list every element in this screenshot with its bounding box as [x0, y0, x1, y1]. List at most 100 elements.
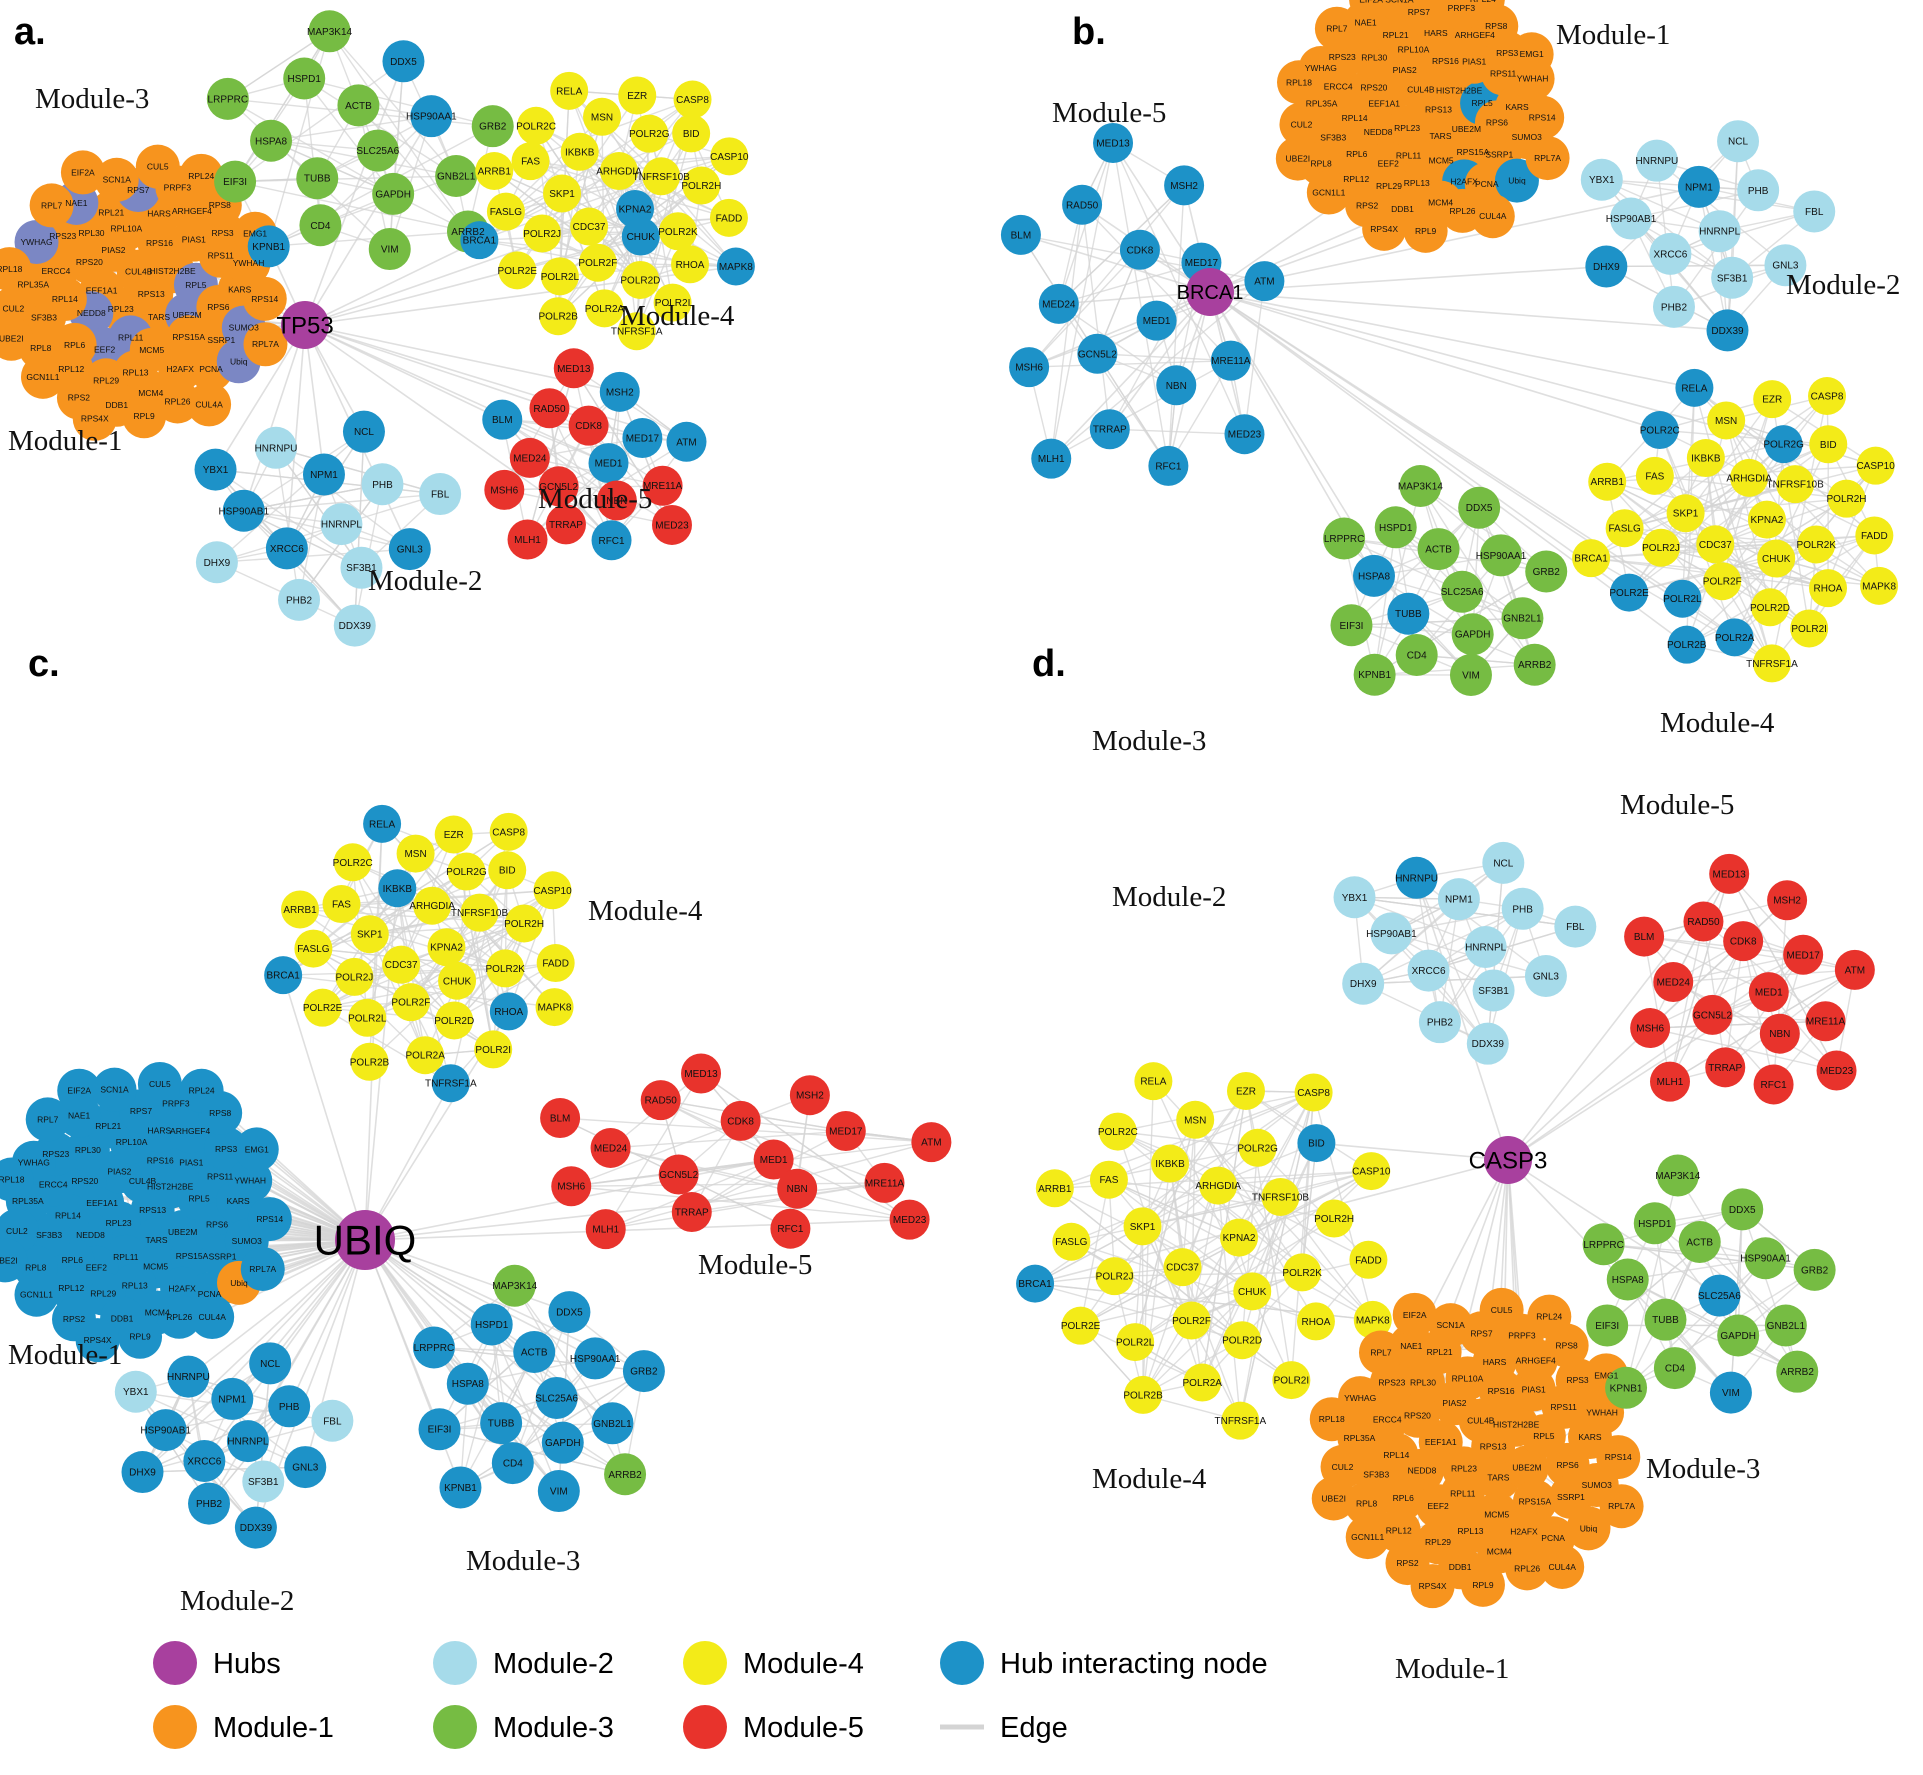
node-label-EEF2: EEF2 [86, 1263, 108, 1273]
node-label-RPL18: RPL18 [1319, 1414, 1345, 1424]
node-label-CUL2: CUL2 [2, 304, 24, 314]
node-PHB [268, 1385, 311, 1428]
node-MAPK8 [1353, 1300, 1392, 1339]
node-label-CHUK: CHUK [1238, 1287, 1267, 1298]
node-label-ARHGDIA: ARHGDIA [409, 901, 455, 912]
node-RPL7A [1525, 136, 1570, 181]
node-label-GCN5L2: GCN5L2 [1078, 349, 1117, 360]
node-RHOA [1296, 1302, 1335, 1341]
node-label-GCN1L1: GCN1L1 [26, 372, 59, 382]
node-label-POLR2H: POLR2H [1827, 494, 1867, 505]
node-FAS [511, 142, 550, 181]
node-label-MCM5: MCM5 [1484, 1510, 1509, 1520]
node-label-POLR2A: POLR2A [405, 1051, 445, 1062]
node-label-MED23: MED23 [1820, 1066, 1854, 1077]
node-SKP1 [543, 174, 582, 213]
node-label-ARRB2: ARRB2 [451, 227, 485, 238]
node-label-MED23: MED23 [1228, 430, 1262, 441]
node-GAPDH [372, 172, 415, 215]
node-labels: KPNA2 CDC37 ARHGDIA CHUK SKP1 TNFRSF10B POLR2F… [0, 819, 942, 1534]
node-CDK8 [1119, 229, 1160, 270]
node-RAD50 [640, 1080, 681, 1121]
node-TRRAP [1705, 1047, 1746, 1088]
node-label-EEF2: EEF2 [1378, 159, 1400, 169]
node-label-HARS: HARS [1424, 28, 1448, 38]
node-label-ACTB: ACTB [1686, 1237, 1713, 1248]
node-label-POLR2B: POLR2B [1667, 640, 1707, 651]
node-label-NAE1: NAE1 [1354, 17, 1376, 27]
module-label-a-Module-4: Module-4 [620, 300, 735, 332]
node-label-BID: BID [683, 129, 700, 140]
node-label-POLR2E: POLR2E [498, 266, 538, 277]
node-label-RPL14: RPL14 [52, 294, 78, 304]
node-POLR2G [1764, 425, 1803, 464]
node-label-HNRNPL: HNRNPL [321, 520, 363, 531]
node-label-SLC25A6: SLC25A6 [1698, 1291, 1741, 1302]
node-POLR2I [653, 283, 692, 322]
node-label-RPL26: RPL26 [1514, 1563, 1540, 1573]
node-POLR2D [1223, 1321, 1262, 1360]
node-label-POLR2E: POLR2E [1609, 588, 1649, 599]
node-label-ARRB1: ARRB1 [1591, 477, 1625, 488]
node-label-EIF2A: EIF2A [71, 167, 95, 177]
node-label-MCM5: MCM5 [1429, 156, 1454, 166]
node-HSPA8 [1606, 1258, 1649, 1301]
node-label-HNRNPU: HNRNPU [1636, 156, 1679, 167]
node-label-KPNB1: KPNB1 [1610, 1383, 1643, 1394]
node-Ubiq [1494, 158, 1539, 203]
node-label-GNL3: GNL3 [292, 1463, 319, 1474]
node-label-TNFRSF1A: TNFRSF1A [1746, 659, 1798, 670]
node-label-RPL6: RPL6 [1393, 1493, 1415, 1503]
node-SLC25A6 [535, 1376, 578, 1419]
node-label-FAS: FAS [332, 900, 351, 911]
node-MED1 [1136, 300, 1177, 341]
node-label-RPS14: RPS14 [251, 294, 278, 304]
node-BRCA1 [1572, 539, 1611, 578]
node-RPL24 [179, 1068, 224, 1113]
node-label-FADD: FADD [1355, 1255, 1382, 1266]
node-MAPK8 [1860, 566, 1899, 605]
node-SCN1A [94, 157, 139, 202]
node-POLR2L [1663, 579, 1702, 618]
node-label-RPL14: RPL14 [1383, 1450, 1409, 1460]
node-GNL3 [1764, 244, 1807, 287]
node-label-RPS7: RPS7 [130, 1106, 152, 1116]
node-label-ARHGEF4: ARHGEF4 [170, 1126, 210, 1136]
node-label-PHB: PHB [372, 480, 393, 491]
node-label-VIM: VIM [381, 245, 399, 256]
node-label-POLR2D: POLR2D [620, 275, 660, 286]
node-label-TUBB: TUBB [1652, 1315, 1679, 1326]
node-label-ACTB: ACTB [345, 101, 372, 112]
node-FASLG [486, 192, 525, 231]
node-label-EIF2A: EIF2A [1359, 0, 1383, 4]
node-label-SF3B1: SF3B1 [346, 563, 377, 574]
node-RFC1 [770, 1208, 811, 1249]
node-label-TARS: TARS [146, 1235, 168, 1245]
node-label-RPL26: RPL26 [1450, 206, 1476, 216]
node-label-RPL21: RPL21 [1383, 30, 1409, 40]
node-EZR [1226, 1071, 1265, 1110]
node-label-MAP3K14: MAP3K14 [1398, 482, 1443, 493]
module-label-b-Module-4: Module-4 [1660, 707, 1775, 739]
node-MED24 [1653, 961, 1694, 1002]
node-label-RPL35A: RPL35A [17, 280, 49, 290]
node-MAP3K14 [308, 10, 351, 53]
node-CDC37 [1163, 1248, 1202, 1287]
node-SF3B1 [340, 546, 383, 589]
node-labels: RPS13 RPL23 CUL4B TARS EEF1A1 HIST2H2BE RPL11 P… [0, 27, 753, 632]
node-POLR2H [1315, 1199, 1354, 1238]
node-PHB2 [1418, 1001, 1461, 1044]
node-label-RPL24: RPL24 [189, 1086, 215, 1096]
node-VIM [368, 228, 411, 271]
node-label-SLC25A6: SLC25A6 [1441, 587, 1484, 598]
node-label-GCN1L1: GCN1L1 [1312, 188, 1345, 198]
node-ARRB2 [1513, 643, 1556, 686]
node-EIF2A [57, 1068, 102, 1113]
node-label-MED23: MED23 [893, 1215, 927, 1226]
node-POLR2C [333, 843, 372, 882]
node-label-HIST2H2BE: HIST2H2BE [1493, 1420, 1540, 1430]
hub-label-BRCA1: BRCA1 [1177, 282, 1244, 304]
node-TNFRSF1A [617, 312, 656, 351]
node-label-CUL4A: CUL4A [1548, 1562, 1576, 1572]
node-label-TUBB: TUBB [488, 1419, 515, 1430]
